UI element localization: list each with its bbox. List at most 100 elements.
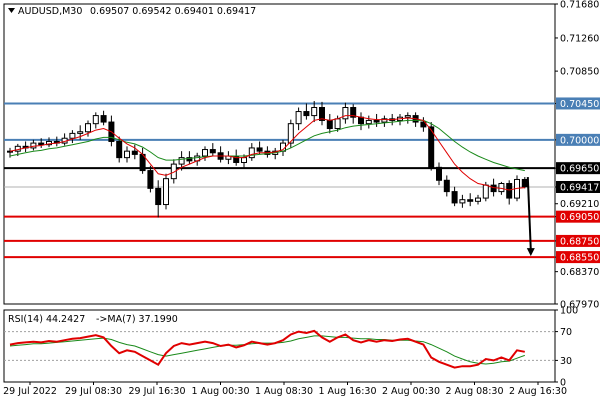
candle-body [256, 147, 263, 152]
price-panel-frame [3, 3, 556, 305]
price-axis: 0.71680 0.71260 0.70850 0.70450 0.70000 0.696… [555, 0, 600, 311]
price-tick-label: 0.70450 [560, 99, 599, 110]
candle-body [170, 163, 177, 180]
candle-body [155, 187, 162, 206]
candle-body [373, 119, 380, 123]
rsi-tick-label: 70 [560, 327, 572, 338]
rsi-panel-frame [3, 309, 556, 383]
candle-body [404, 115, 411, 118]
candle-body [30, 142, 37, 149]
candle-body [358, 116, 364, 125]
symbol-dropdown-icon[interactable] [8, 8, 15, 13]
rsi-tick-label: 100 [560, 306, 578, 317]
forecast-arrow [526, 177, 535, 257]
price-tick-label: 0.70000 [560, 135, 599, 146]
price-tick-label: 0.69050 [560, 212, 599, 223]
candle-body [459, 199, 466, 204]
candle-body [428, 126, 435, 168]
candle-body [46, 140, 52, 146]
rsi-axis: 100 70 30 0 [555, 306, 578, 389]
time-tick-label: 29 Jul 2022 [3, 386, 57, 397]
candle-body [381, 118, 388, 123]
candle-body [350, 107, 357, 118]
candle-body [334, 118, 341, 130]
candle-body [116, 140, 123, 159]
time-tick-label: 1 Aug 16:30 [318, 386, 376, 397]
rsi-tick-label: 0 [560, 378, 566, 389]
candle-body [248, 147, 255, 159]
price-tag-bg [556, 210, 600, 223]
price-tag-bg [556, 97, 600, 110]
candle-body [451, 191, 458, 204]
candle-body [420, 121, 427, 128]
candle-body [163, 178, 169, 206]
candle-body [100, 115, 107, 123]
candle-body [342, 107, 349, 120]
candle-body [69, 132, 76, 139]
rsi-label: RSI(14) 44.2427 [8, 314, 85, 325]
candle-body [209, 149, 216, 154]
time-tick-label: 1 Aug 00:30 [191, 386, 249, 397]
time-tick-label: 1 Aug 08:30 [255, 386, 313, 397]
rsi-ma-label: ->MA(7) 37.1990 [96, 314, 178, 325]
candle-body [178, 157, 185, 165]
ohlc-values: 0.69507 0.69542 0.69401 0.69417 [90, 6, 256, 17]
candle-body [436, 166, 442, 181]
time-tick-label: 2 Aug 16:30 [509, 386, 567, 397]
candle-body [38, 142, 45, 146]
candles [7, 101, 528, 218]
price-tick-label: 0.68370 [560, 267, 599, 278]
candle-body [186, 157, 193, 162]
candle-body [85, 123, 91, 133]
rsi-lines [4, 329, 555, 369]
moving-averages [9, 115, 525, 191]
candle-body [303, 111, 310, 117]
price-tag-bg [556, 251, 600, 264]
candle-body [326, 119, 333, 130]
candle-body [365, 119, 372, 125]
time-tick-label: 29 Jul 16:30 [129, 386, 186, 397]
price-tick-label: 0.69417 [560, 182, 599, 193]
price-tag-bg [556, 162, 600, 175]
price-tick-label: 0.71680 [560, 0, 599, 11]
rsi-line [9, 329, 525, 369]
ma-fast-line [9, 115, 525, 191]
horizontal-levels [4, 102, 555, 259]
symbol-timeframe: AUDUSD,M30 [18, 6, 82, 17]
price-tick-label: 0.69210 [560, 199, 599, 210]
forecast-arrow-shaft [526, 177, 532, 251]
price-tick-label: 0.68750 [560, 236, 599, 247]
candle-body [443, 179, 450, 193]
candle-body [131, 150, 138, 155]
time-axis: 29 Jul 2022 29 Jul 08:30 29 Jul 16:30 1 Aug… [3, 382, 567, 397]
candle-body [319, 107, 325, 121]
price-tick-label: 0.67970 [560, 300, 599, 311]
price-tick-label: 0.69650 [560, 164, 599, 175]
forecast-arrow-head [526, 248, 535, 257]
candle-body [311, 107, 318, 117]
candle-body [295, 111, 302, 125]
price-tick-label: 0.68550 [560, 253, 599, 264]
candle-body [287, 123, 294, 144]
candle-body [490, 184, 497, 193]
candle-body [482, 184, 489, 199]
time-tick-label: 2 Aug 08:30 [445, 386, 503, 397]
price-tag-bg [556, 234, 600, 247]
rsi-tick-label: 30 [560, 356, 572, 367]
candle-body [241, 157, 247, 163]
ma-slow-line [9, 119, 525, 172]
price-tick-label: 0.70850 [560, 67, 599, 78]
candle-body [124, 150, 130, 159]
price-tag-bg [556, 180, 600, 193]
candle-body [498, 183, 505, 193]
candle-body [147, 170, 154, 189]
candle-body [506, 183, 513, 199]
candle-body [475, 197, 481, 202]
candle-body [77, 131, 84, 134]
candle-body [202, 149, 208, 157]
time-tick-label: 29 Jul 08:30 [65, 386, 122, 397]
price-tick-label: 0.71260 [560, 33, 599, 44]
